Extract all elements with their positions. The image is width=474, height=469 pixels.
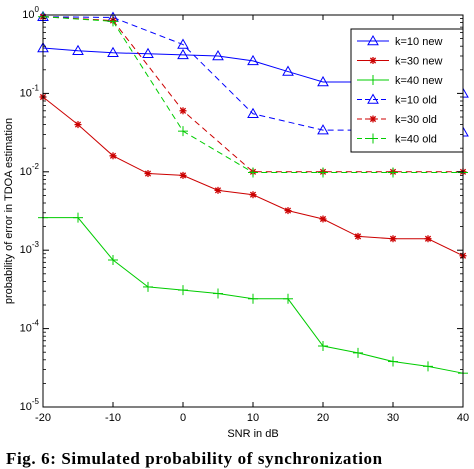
- plot-frame: [42, 14, 464, 408]
- legend-marker: [368, 133, 378, 144]
- legend-marker: [369, 57, 377, 64]
- marker-stroke: [389, 235, 397, 242]
- legend-label: k=40 new: [395, 75, 442, 87]
- marker-stroke: [144, 170, 152, 177]
- legend-entry: k=30 old: [357, 114, 437, 126]
- legend-marker: [368, 75, 378, 85]
- data-point: [73, 212, 83, 223]
- data-point: [212, 49, 224, 61]
- data-point: [318, 340, 328, 351]
- figure-caption: Fig. 6: Simulated probability of synchro…: [6, 449, 383, 468]
- legend-entry: k=40 new: [357, 75, 442, 87]
- marker-stroke: [109, 152, 117, 159]
- data-point: [317, 75, 329, 87]
- data-point: [424, 235, 432, 243]
- y-tick-label: 10-1: [20, 83, 40, 99]
- y-tick-label: 10-5: [20, 397, 40, 413]
- y-tick-label: 10-4: [20, 319, 40, 335]
- data-point: [109, 152, 117, 160]
- y-tick-label: 100: [22, 5, 39, 21]
- legend-label: k=40 old: [395, 134, 437, 146]
- data-point: [178, 285, 188, 296]
- legend-marker: [367, 34, 379, 46]
- legend: k=10 new k=30 new k=40 new k=10 old k=30 old…: [350, 28, 464, 153]
- data-point: [389, 235, 397, 243]
- data-point: [144, 170, 152, 178]
- data-point: [248, 293, 258, 304]
- series-k-40-new: [38, 212, 468, 379]
- data-point: [214, 186, 222, 194]
- data-point: [248, 167, 258, 178]
- data-point: [317, 124, 329, 135]
- marker-stroke: [369, 115, 377, 123]
- marker-stroke: [319, 215, 327, 223]
- x-tick-label: 30: [387, 412, 399, 424]
- data-point: [177, 48, 189, 60]
- data-point: [283, 293, 293, 304]
- legend-entry: k=30 new: [357, 56, 442, 68]
- data-point: [74, 121, 82, 129]
- marker-stroke: [424, 235, 432, 242]
- legend-marker: [367, 93, 379, 104]
- data-point: [72, 44, 84, 55]
- data-point: [249, 191, 257, 199]
- marker-stroke: [354, 233, 362, 240]
- legend-label: k=10 new: [395, 36, 442, 48]
- data-point: [423, 361, 433, 372]
- legend-entry: k=10 old: [357, 93, 437, 107]
- legend-marker: [369, 115, 377, 123]
- x-tick-label: 20: [317, 412, 329, 424]
- marker-stroke: [369, 57, 377, 64]
- data-point: [108, 254, 118, 265]
- legend-label: k=10 old: [395, 95, 437, 107]
- x-tick-label: 10: [247, 412, 259, 424]
- data-point: [143, 281, 153, 292]
- marker-stroke: [249, 191, 257, 198]
- data-point: [388, 167, 398, 178]
- legend-entry: k=10 new: [357, 34, 442, 48]
- y-axis-label: probability of error in TDOA estimation: [3, 118, 15, 304]
- series-k-30-new: [39, 93, 467, 260]
- y-tick-label: 10-3: [20, 240, 40, 256]
- data-point: [107, 46, 119, 57]
- data-point: [388, 356, 398, 367]
- legend-label: k=30 new: [395, 56, 442, 68]
- x-axis-label: SNR in dB: [227, 428, 278, 440]
- data-point: [179, 107, 187, 115]
- data-point: [319, 215, 327, 223]
- marker-stroke: [179, 107, 187, 114]
- data-point: [213, 288, 223, 299]
- legend-entry: k=40 old: [357, 133, 437, 146]
- marker-stroke: [179, 172, 187, 179]
- data-point: [142, 47, 154, 59]
- axes: -20 -10 0 10 20 30 40 100 10-1 10-2 10-3 10-4 10-5: [20, 5, 470, 424]
- x-tick-label: -20: [35, 412, 51, 424]
- legend-box: [350, 28, 464, 153]
- y-tick-label: 10-2: [20, 162, 40, 178]
- legend-label: k=30 old: [395, 114, 437, 126]
- data-point: [247, 54, 259, 66]
- data-point: [353, 347, 363, 358]
- data-point: [247, 107, 259, 119]
- data-point: [177, 38, 189, 49]
- data-point: [284, 207, 292, 215]
- data-point: [282, 65, 294, 76]
- x-tick-label: -10: [105, 412, 121, 424]
- marker-stroke: [74, 121, 82, 128]
- data-point: [354, 232, 362, 240]
- data-point: [179, 171, 187, 179]
- x-tick-label: 0: [180, 412, 186, 424]
- marker-stroke: [214, 187, 222, 194]
- data-point: [318, 167, 328, 178]
- marker-stroke: [284, 207, 292, 214]
- data-point: [178, 126, 188, 137]
- x-tick-label: 40: [457, 412, 469, 424]
